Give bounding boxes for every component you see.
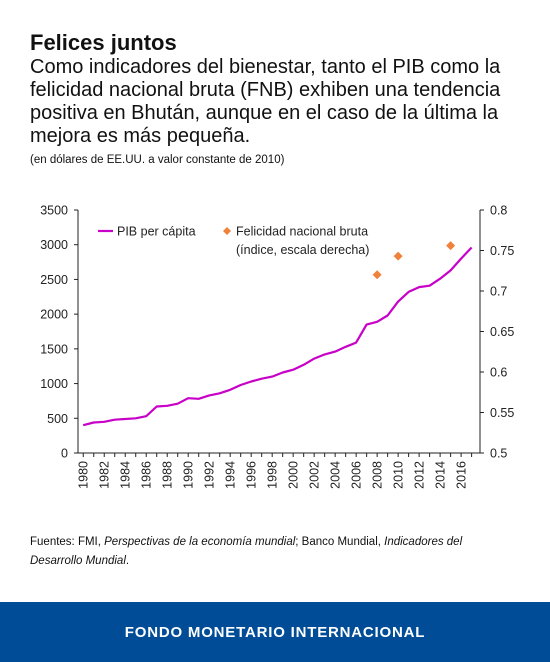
sources-note: Fuentes: FMI, Perspectivas de la economí… <box>30 533 500 571</box>
x-tick-label: 1980 <box>77 461 91 489</box>
x-tick-label: 2016 <box>455 461 469 489</box>
legend-label-pib: PIB per cápita <box>117 225 196 239</box>
x-tick-label: 1988 <box>161 461 175 489</box>
pib-per-capita-line <box>82 246 473 427</box>
x-tick-label: 2012 <box>413 461 427 489</box>
chart-subtitle: Como indicadores del bienestar, tanto el… <box>30 56 501 147</box>
right-tick-label: 0.7 <box>490 285 507 299</box>
left-tick-label: 3000 <box>40 238 68 252</box>
right-tick-label: 0.55 <box>490 406 514 420</box>
x-tick-label: 2014 <box>434 461 448 489</box>
x-tick-label: 1998 <box>266 461 280 489</box>
x-tick-label: 2010 <box>392 461 406 489</box>
right-tick-label: 0.65 <box>490 325 514 339</box>
right-tick-label: 0.6 <box>490 366 507 380</box>
fnb-point <box>446 241 456 251</box>
sources-mid: ; Banco Mundial, <box>295 536 385 548</box>
sources-publication-1: Perspectivas de la economía mundial <box>104 536 296 548</box>
left-axis-ticks: 0 500 1000 1500 2000 2500 3000 3500 <box>40 204 78 461</box>
fnb-point <box>372 270 382 280</box>
sources-publication-2: Indicadores del Desarrollo Mundial <box>30 536 463 567</box>
x-tick-label: 1994 <box>224 461 238 489</box>
left-tick-label: 500 <box>47 412 68 426</box>
right-tick-label: 0.5 <box>490 447 507 461</box>
legend-label-fnb-sub: (índice, escala derecha) <box>236 243 369 257</box>
right-axis-ticks: 0.5 0.55 0.6 0.65 0.7 0.75 0.8 <box>480 204 514 461</box>
chart-title: Felices juntos <box>30 30 177 55</box>
left-tick-label: 1000 <box>40 377 68 391</box>
x-tick-label: 2000 <box>287 461 301 489</box>
legend-label-fnb: Felicidad nacional bruta <box>236 225 368 239</box>
sources-end: . <box>125 555 130 567</box>
x-tick-label: 1984 <box>119 461 133 489</box>
x-tick-label: 1990 <box>182 461 196 489</box>
right-tick-label: 0.8 <box>490 204 507 218</box>
left-tick-label: 2500 <box>40 273 68 287</box>
x-tick-label: 2006 <box>350 461 364 489</box>
x-tick-label: 2008 <box>371 461 385 489</box>
x-tick-label: 1992 <box>203 461 217 489</box>
x-tick-label: 2002 <box>308 461 322 489</box>
left-tick-label: 2000 <box>40 308 68 322</box>
left-tick-label: 1500 <box>40 342 68 356</box>
footer-label: FONDO MONETARIO INTERNACIONAL <box>124 623 426 641</box>
title-block: Felices juntos Como indicadores del bien… <box>30 30 530 168</box>
x-axis-ticks: 1980 1982 1984 1986 1988 1990 1992 1994 1996 1998… <box>77 453 473 489</box>
chart-series <box>82 241 473 427</box>
sources-prefix: Fuentes: FMI, <box>30 536 105 548</box>
footer-banner: FONDO MONETARIO INTERNACIONAL <box>0 602 550 662</box>
x-tick-label: 1982 <box>98 461 112 489</box>
x-tick-label: 1986 <box>140 461 154 489</box>
left-tick-label: 0 <box>61 447 68 461</box>
right-tick-label: 0.75 <box>490 244 514 258</box>
x-tick-label: 2004 <box>329 461 343 489</box>
chart-legend: PIB per cápita Felicidad nacional bruta (í… <box>98 225 369 257</box>
x-tick-label: 1996 <box>245 461 259 489</box>
legend-diamond-swatch <box>223 227 231 235</box>
fnb-point <box>393 251 403 261</box>
units-note: (en dólares de EE.UU. a valor constante … <box>30 154 285 166</box>
left-tick-label: 3500 <box>40 204 68 218</box>
